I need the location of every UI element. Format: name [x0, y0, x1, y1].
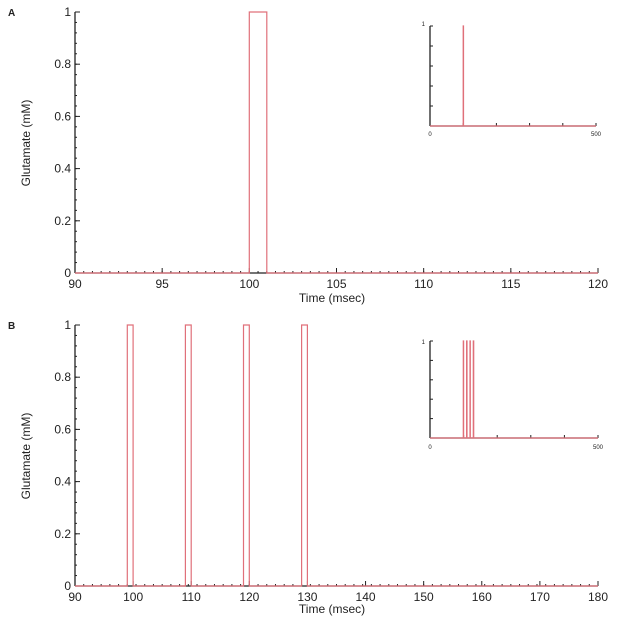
- panel-b-label: B: [8, 321, 15, 332]
- panel-a-x-tick-label: 115: [501, 277, 520, 291]
- panel-b: B 90 100 110 120 130 140 150 160 170 18000.20.40.…: [8, 318, 608, 616]
- panel-a-y-axis-title: Glutamate (mM): [19, 100, 33, 187]
- panel-b-x-tick-label: 110: [182, 590, 201, 604]
- panel-a-y-tick-label: 0.4: [54, 162, 71, 176]
- panel-b-inset-x-tick-end: 500: [593, 445, 604, 451]
- panel-a-y-tick-label: 0: [64, 266, 71, 280]
- panel-a-x-tick-label: 95: [155, 277, 169, 291]
- panel-a-pulse-line: [75, 11, 598, 274]
- panel-b-y-tick-label: 1: [64, 318, 71, 332]
- panel-a: A 90 95 100 105 110 115 120 0 0.2 0.4 0.6 0.8 1 Time…: [8, 5, 608, 305]
- panel-b-y-tick-label: 0.8: [54, 370, 71, 384]
- panel-a-inset-x-tick-start: 0: [428, 132, 432, 138]
- panel-b-x-tick-label: 90: [68, 590, 82, 604]
- panel-a-label: A: [8, 8, 15, 19]
- panel-a-x-tick-label: 110: [414, 277, 433, 291]
- panel-a-plot: 90 95 100 105 110 115 120 0 0.2 0.4 0.6 0.8 1: [54, 5, 608, 291]
- panel-b-x-tick-label: 180: [588, 590, 608, 604]
- panel-b-y-axis-title: Glutamate (mM): [19, 413, 33, 500]
- panel-a-inset: [429, 25, 597, 127]
- panel-b-pulse-line: [75, 324, 598, 587]
- panel-b-plot: 90 100 110 120 130 140 150 160 170 18000.20.40.60…: [54, 318, 608, 604]
- panel-b-y-tick-label: 0.2: [54, 527, 71, 541]
- panel-b-x-tick-label: 130: [297, 590, 317, 604]
- panel-b-x-tick-label: 120: [239, 590, 259, 604]
- panel-a-y-tick-label: 0.8: [54, 57, 71, 71]
- panel-a-x-tick-label: 105: [326, 277, 346, 291]
- panel-a-x-tick-label: 90: [68, 277, 82, 291]
- panel-b-x-tick-label: 140: [356, 590, 376, 604]
- panel-a-x-axis-title: Time (msec): [299, 291, 365, 305]
- panel-b-x-tick-label: 170: [530, 590, 550, 604]
- panel-a-inset-x-tick-end: 500: [591, 132, 602, 138]
- panel-a-y-tick-label: 0.2: [54, 214, 71, 228]
- panel-a-inset-pulse-line: [430, 25, 596, 127]
- panel-b-y-tick-label: 0.6: [54, 422, 71, 436]
- panel-b-inset-y-tick-top: 1: [422, 340, 426, 346]
- panel-a-y-tick-label: 0.6: [54, 109, 71, 123]
- panel-b-x-tick-label: 150: [414, 590, 434, 604]
- panel-a-x-tick-label: 100: [239, 277, 259, 291]
- panel-b-inset: [429, 340, 599, 439]
- panel-b-x-tick-label: 160: [472, 590, 492, 604]
- panel-a-inset-y-tick-top: 1: [422, 22, 426, 28]
- panel-b-x-tick-label: 100: [123, 590, 143, 604]
- panel-b-inset-pulse-line: [430, 340, 598, 439]
- panel-a-y-tick-label: 1: [64, 5, 71, 19]
- panel-a-x-tick-label: 120: [588, 277, 608, 291]
- panel-b-x-axis-title: Time (msec): [299, 602, 365, 616]
- panel-b-y-tick-label: 0.4: [54, 475, 71, 489]
- panel-b-y-tick-label: 0: [64, 579, 71, 593]
- panel-b-inset-x-tick-start: 0: [428, 445, 432, 451]
